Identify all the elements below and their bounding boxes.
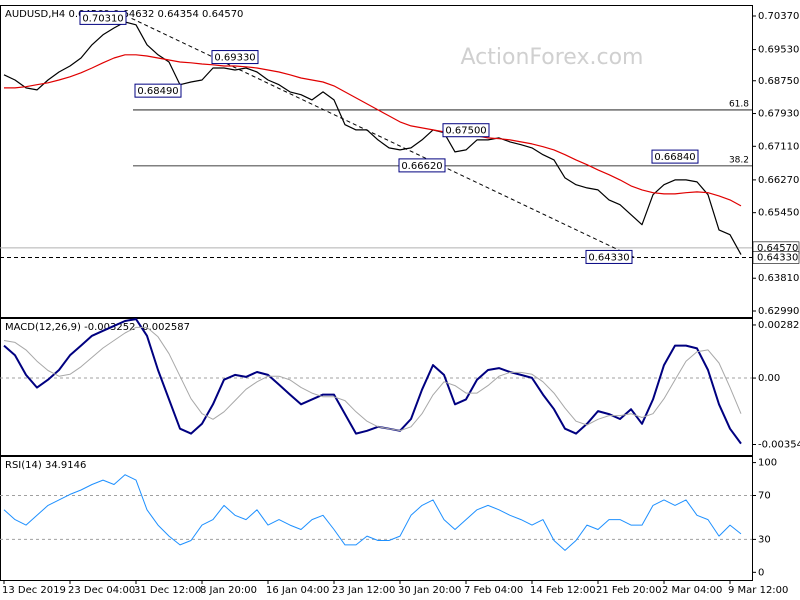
annotation-label: 0.68490 bbox=[137, 86, 178, 97]
y-tick-label: 30 bbox=[758, 534, 771, 545]
x-tick-label: 9 Mar 12:00 bbox=[728, 585, 788, 596]
series-line bbox=[3, 326, 742, 432]
fib-label: 38.2 bbox=[729, 155, 749, 165]
series-line bbox=[4, 54, 742, 207]
x-tick-label: 23 Dec 04:00 bbox=[68, 585, 135, 596]
watermark: ActionForex.com bbox=[461, 45, 644, 70]
y-tick-label: 0.66270 bbox=[758, 175, 799, 186]
annotation-label: 0.69330 bbox=[214, 53, 255, 64]
annotation-box bbox=[442, 123, 490, 138]
x-tick-label: 31 Dec 12:00 bbox=[134, 585, 201, 596]
y-tick-label: 0.70370 bbox=[758, 11, 799, 22]
annotation-box bbox=[211, 50, 259, 65]
x-tick-label: 8 Jan 20:00 bbox=[200, 585, 257, 596]
annotation-box bbox=[79, 10, 127, 25]
y-tick-label: 0 bbox=[758, 567, 764, 578]
price-box bbox=[752, 251, 800, 264]
annotation-label: 0.66840 bbox=[654, 152, 695, 163]
annotation-box bbox=[398, 158, 446, 173]
panel-title: RSI(14) 34.9146 bbox=[5, 460, 86, 471]
annotation-box bbox=[585, 249, 633, 264]
panel-frame bbox=[0, 5, 753, 318]
fib-label: 61.8 bbox=[729, 99, 749, 109]
annotation-box bbox=[651, 149, 699, 164]
y-tick-label: 0.65450 bbox=[758, 208, 799, 219]
x-tick-label: 2 Mar 04:00 bbox=[662, 585, 722, 596]
y-tick-label: 70 bbox=[758, 491, 771, 502]
annotation-label: 0.64330 bbox=[588, 252, 629, 263]
price-label: 0.64570 bbox=[757, 243, 798, 254]
x-tick-label: 23 Jan 12:00 bbox=[332, 585, 395, 596]
y-tick-label: 0.63810 bbox=[758, 273, 799, 284]
y-tick-label: 0.67110 bbox=[758, 141, 799, 152]
panel-frame bbox=[0, 456, 753, 581]
price-label: 0.64330 bbox=[757, 252, 798, 263]
x-tick-label: 30 Jan 20:00 bbox=[398, 585, 461, 596]
y-tick-label: 0.00 bbox=[758, 373, 780, 384]
x-tick-label: 7 Feb 04:00 bbox=[464, 585, 523, 596]
series-line bbox=[3, 318, 742, 445]
y-tick-label: 0.69530 bbox=[758, 45, 799, 56]
y-tick-label: -0.003541 bbox=[758, 440, 800, 451]
y-tick-label: 0.002829 bbox=[758, 320, 800, 331]
x-tick-label: 13 Dec 2019 bbox=[2, 585, 66, 596]
series-line bbox=[3, 474, 742, 551]
annotation-label: 0.70310 bbox=[82, 13, 123, 24]
y-tick-label: 0.67930 bbox=[758, 109, 799, 120]
annotation-label: 0.67500 bbox=[445, 126, 486, 137]
y-tick-label: 0.62990 bbox=[758, 306, 799, 317]
annotation-label: 0.66620 bbox=[401, 161, 442, 172]
x-tick-label: 14 Feb 12:00 bbox=[530, 585, 596, 596]
x-tick-label: 16 Jan 04:00 bbox=[266, 585, 329, 596]
annotation-box bbox=[134, 83, 182, 98]
panel-frame bbox=[0, 318, 753, 456]
panel-title: MACD(12,26,9) -0.003252 -0.002587 bbox=[5, 322, 190, 333]
series-line bbox=[3, 21, 742, 255]
x-tick-label: 21 Feb 20:00 bbox=[596, 585, 662, 596]
y-tick-label: 100 bbox=[758, 458, 777, 469]
y-tick-label: 0.68750 bbox=[758, 76, 799, 87]
